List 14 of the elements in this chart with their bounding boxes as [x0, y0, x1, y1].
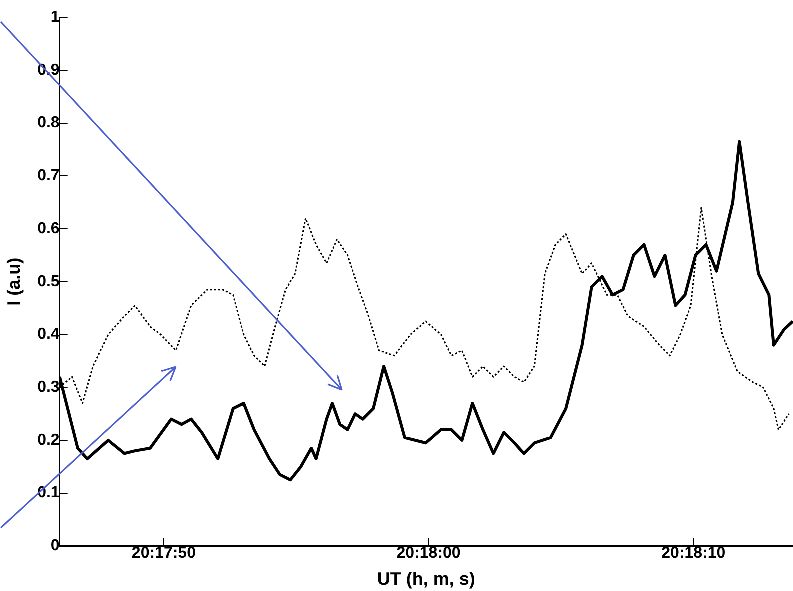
- x-axis-title: UT (h, m, s): [377, 569, 476, 590]
- y-tick-label: 0: [50, 538, 60, 555]
- y-tick-label: 1: [50, 9, 60, 26]
- y-tick-label: 0.5: [38, 273, 60, 290]
- y-axis-title: I (a.u): [4, 258, 24, 306]
- y-tick-label: 0.6: [38, 220, 60, 238]
- x-tick-label: 20:18:00: [396, 545, 461, 562]
- y-tick-label: 0.3: [38, 379, 60, 396]
- y-tick-label: 0.2: [38, 432, 60, 449]
- y-tick-label: 0.4: [38, 326, 60, 344]
- y-tick-label: 0.7: [38, 168, 60, 185]
- y-tick-label: 0.8: [38, 114, 60, 132]
- x-tick-label: 20:17:50: [132, 545, 196, 562]
- x-tick-label: 20:18:10: [662, 545, 726, 562]
